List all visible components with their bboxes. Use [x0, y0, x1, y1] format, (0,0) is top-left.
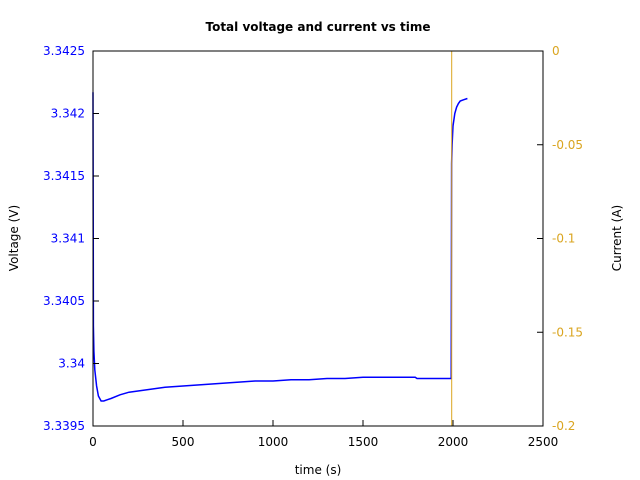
y-tick-label: 3.341 — [51, 232, 85, 246]
x-axis-ticks: 0 500 1000 1500 2000 2500 — [89, 420, 558, 449]
voltage-line — [92, 92, 468, 402]
x-tick-label: 1000 — [258, 435, 289, 449]
y2-tick-label: 0 — [552, 44, 560, 58]
y2-tick-label: -0.2 — [552, 419, 575, 433]
y-axis-right-label: Current (A) — [610, 205, 624, 271]
y-tick-label: 3.3405 — [43, 294, 85, 308]
x-tick-label: 2500 — [528, 435, 559, 449]
y-tick-label: 3.3395 — [43, 419, 85, 433]
x-tick-label: 0 — [89, 435, 97, 449]
y2-tick-label: -0.05 — [552, 138, 583, 152]
y-axis-left-label: Voltage (V) — [7, 205, 21, 271]
x-tick-label: 500 — [172, 435, 195, 449]
y-tick-label: 3.3415 — [43, 169, 85, 183]
x-tick-label: 2000 — [438, 435, 469, 449]
x-tick-label: 1500 — [348, 435, 379, 449]
y-tick-label: 3.34 — [58, 357, 85, 371]
y-tick-label: 3.3425 — [43, 44, 85, 58]
plot-frame — [92, 50, 544, 427]
x-axis-label: time (s) — [295, 463, 342, 477]
chart-title: Total voltage and current vs time — [205, 20, 430, 34]
y-axis-left-ticks: 3.3395 3.34 3.3405 3.341 3.3415 3.342 3.3425 — [43, 44, 99, 433]
y-axis-right-ticks: -0.2 -0.15 -0.1 -0.05 0 — [537, 44, 583, 433]
plot-lines — [92, 51, 468, 426]
y2-tick-label: -0.1 — [552, 232, 575, 246]
y2-tick-label: -0.15 — [552, 325, 583, 339]
y-tick-label: 3.342 — [51, 107, 85, 121]
